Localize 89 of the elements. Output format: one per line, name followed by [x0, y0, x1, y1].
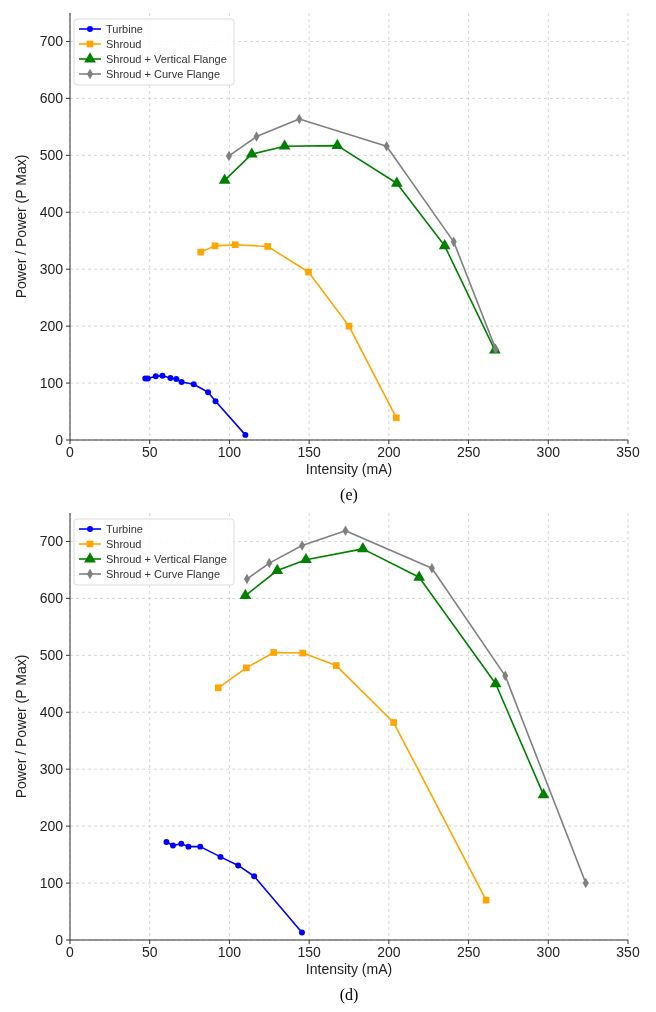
y-tick-label: 600: [39, 590, 64, 607]
legend-label: Shroud + Curve Flange: [106, 567, 221, 580]
point: [212, 398, 219, 405]
point: [178, 378, 185, 385]
point: [264, 243, 272, 250]
x-tick-label: 150: [297, 444, 322, 460]
y-tick-label: 500: [39, 147, 64, 164]
x-tick-label: 350: [616, 444, 640, 460]
point: [298, 929, 305, 936]
point: [270, 649, 278, 656]
point: [190, 381, 197, 388]
point: [299, 649, 307, 657]
point: [438, 239, 451, 250]
point: [393, 414, 400, 422]
point: [278, 139, 291, 150]
x-axis-title: Intensity (mA): [305, 961, 393, 977]
point: [390, 719, 397, 726]
point: [197, 843, 204, 850]
point: [185, 843, 192, 850]
x-tick-label: 100: [217, 944, 242, 960]
point: [197, 248, 205, 256]
point: [239, 588, 252, 599]
point: [178, 840, 185, 847]
x-tick-label: 300: [536, 944, 561, 960]
x-tick-label: 350: [616, 944, 640, 960]
x-tick-label: 200: [377, 444, 401, 460]
x-tick-label: 50: [141, 444, 158, 460]
point: [242, 431, 249, 438]
y-tick-label: 0: [55, 931, 64, 948]
point: [300, 552, 312, 564]
point: [231, 241, 239, 249]
legend-label: Turbine: [106, 522, 143, 535]
point: [489, 677, 502, 688]
text: (e): [340, 486, 358, 504]
y-tick-label: 100: [39, 874, 64, 891]
legend-label: Shroud + Vertical Flange: [106, 552, 227, 565]
point: [205, 389, 212, 396]
y-tick-label: 100: [39, 374, 64, 391]
y-axis-title: Power / Power (P Max): [13, 654, 29, 799]
x-tick-label: 200: [377, 944, 401, 960]
point: [271, 563, 284, 574]
y-tick-label: 700: [39, 33, 64, 50]
y-tick-label: 400: [39, 704, 64, 721]
y-tick-label: 400: [39, 204, 64, 221]
point: [218, 173, 231, 184]
y-tick-label: 300: [39, 261, 64, 278]
point: [413, 570, 426, 581]
y-axis-title: Power / Power (P Max): [13, 154, 29, 299]
y-tick-label: 700: [39, 533, 64, 550]
y-tick-label: 300: [39, 761, 64, 778]
x-tick-label: 300: [536, 444, 561, 460]
x-tick-label: 0: [66, 944, 75, 960]
legend-label: Shroud + Vertical Flange: [106, 52, 227, 65]
point: [235, 862, 242, 869]
text: (d): [339, 986, 359, 1004]
legend-label: Shroud: [106, 537, 142, 550]
y-tick-label: 200: [39, 818, 64, 835]
legend-label: Shroud: [106, 37, 142, 50]
point: [217, 853, 224, 860]
point: [173, 376, 180, 383]
point: [159, 372, 166, 379]
point: [242, 664, 250, 672]
legend-label: Turbine: [106, 22, 143, 35]
x-tick-label: 250: [456, 444, 481, 460]
point: [305, 268, 312, 276]
point: [251, 873, 258, 880]
legend-label: Shroud + Curve Flange: [106, 67, 221, 80]
point: [356, 542, 369, 553]
point: [163, 839, 170, 846]
point: [537, 788, 550, 799]
point: [245, 147, 258, 158]
x-tick-label: 100: [217, 444, 242, 460]
x-tick-label: 250: [456, 944, 481, 960]
point: [390, 176, 403, 187]
point: [170, 842, 176, 849]
y-tick-label: 200: [39, 318, 64, 335]
x-tick-label: 50: [141, 944, 158, 960]
point: [331, 138, 344, 150]
y-tick-label: 600: [39, 90, 64, 107]
x-tick-label: 150: [297, 944, 322, 960]
point: [167, 374, 174, 381]
x-tick-label: 0: [66, 444, 75, 460]
point: [214, 684, 222, 692]
y-tick-label: 0: [55, 431, 64, 448]
point: [482, 896, 490, 904]
y-tick-label: 500: [39, 647, 64, 664]
x-axis-title: Intensity (mA): [305, 461, 393, 477]
point: [152, 373, 159, 380]
point: [332, 662, 340, 669]
